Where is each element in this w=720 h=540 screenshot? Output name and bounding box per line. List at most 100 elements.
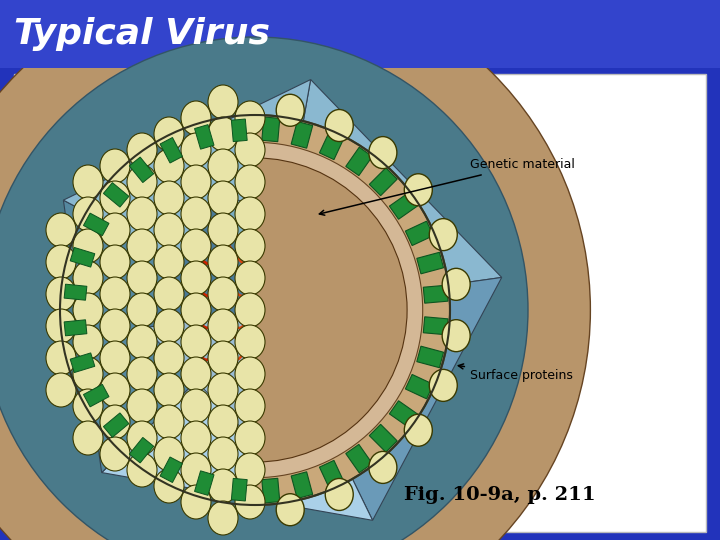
Ellipse shape [235,133,265,167]
Polygon shape [145,310,270,435]
Ellipse shape [100,245,130,279]
Polygon shape [262,117,280,141]
Ellipse shape [181,229,211,263]
Ellipse shape [181,485,211,519]
Polygon shape [320,461,344,488]
Ellipse shape [127,197,157,231]
Ellipse shape [235,453,265,487]
Polygon shape [160,138,182,163]
Polygon shape [423,285,448,303]
Polygon shape [390,401,418,427]
Polygon shape [145,196,270,328]
Text: Fig. 10-9a, p. 211: Fig. 10-9a, p. 211 [404,486,596,504]
Polygon shape [270,222,382,369]
Ellipse shape [73,229,103,263]
Ellipse shape [208,501,238,535]
Polygon shape [84,384,109,407]
Ellipse shape [46,309,76,343]
Polygon shape [194,125,214,149]
Ellipse shape [325,478,354,510]
Ellipse shape [127,325,157,359]
Ellipse shape [73,293,103,327]
Ellipse shape [100,181,130,215]
Wedge shape [255,115,450,505]
Polygon shape [417,252,444,274]
Polygon shape [84,213,109,235]
Ellipse shape [154,373,184,407]
Ellipse shape [127,165,157,199]
Wedge shape [255,158,407,462]
Polygon shape [346,147,372,176]
Ellipse shape [127,229,157,263]
Ellipse shape [235,165,265,199]
Ellipse shape [100,341,130,375]
Ellipse shape [73,197,103,231]
Ellipse shape [369,137,397,168]
Ellipse shape [46,213,76,247]
Ellipse shape [235,485,265,519]
Ellipse shape [127,389,157,423]
Ellipse shape [154,341,184,375]
Ellipse shape [154,149,184,183]
Ellipse shape [127,421,157,455]
Ellipse shape [429,369,457,401]
Ellipse shape [127,261,157,295]
Ellipse shape [429,219,457,251]
Ellipse shape [181,357,211,391]
Ellipse shape [60,115,450,505]
Polygon shape [231,119,247,141]
Polygon shape [71,247,95,267]
Text: Genetic material: Genetic material [320,159,575,215]
Ellipse shape [181,293,211,327]
Polygon shape [248,310,382,435]
Ellipse shape [181,133,211,167]
Ellipse shape [208,277,238,311]
Ellipse shape [208,117,238,151]
Ellipse shape [100,437,130,471]
Polygon shape [369,424,397,452]
Ellipse shape [127,293,157,327]
Text: Surface proteins: Surface proteins [459,364,573,381]
Ellipse shape [235,389,265,423]
Bar [0,0,720,68]
Ellipse shape [100,277,130,311]
Ellipse shape [405,414,432,446]
Ellipse shape [208,149,238,183]
Ellipse shape [0,0,590,540]
Ellipse shape [154,245,184,279]
Polygon shape [320,132,344,160]
Ellipse shape [73,389,103,423]
Ellipse shape [208,309,238,343]
Ellipse shape [235,261,265,295]
Ellipse shape [73,165,103,199]
Ellipse shape [442,268,470,300]
Ellipse shape [154,181,184,215]
Ellipse shape [181,325,211,359]
Ellipse shape [46,341,76,375]
Ellipse shape [0,37,528,540]
Polygon shape [104,183,129,207]
Ellipse shape [235,229,265,263]
Polygon shape [194,471,214,495]
Polygon shape [405,374,433,399]
Polygon shape [71,353,95,373]
Polygon shape [423,317,448,335]
Ellipse shape [325,110,354,141]
Polygon shape [63,79,310,310]
Polygon shape [160,457,182,483]
Ellipse shape [276,494,305,526]
Polygon shape [130,437,153,463]
Ellipse shape [208,469,238,503]
Ellipse shape [235,101,265,135]
Polygon shape [64,320,87,336]
Ellipse shape [154,309,184,343]
Ellipse shape [100,373,130,407]
Polygon shape [405,221,433,246]
Polygon shape [270,79,502,310]
Ellipse shape [181,389,211,423]
Wedge shape [255,143,423,478]
Ellipse shape [154,117,184,151]
Ellipse shape [276,94,305,126]
Ellipse shape [73,325,103,359]
Ellipse shape [208,341,238,375]
